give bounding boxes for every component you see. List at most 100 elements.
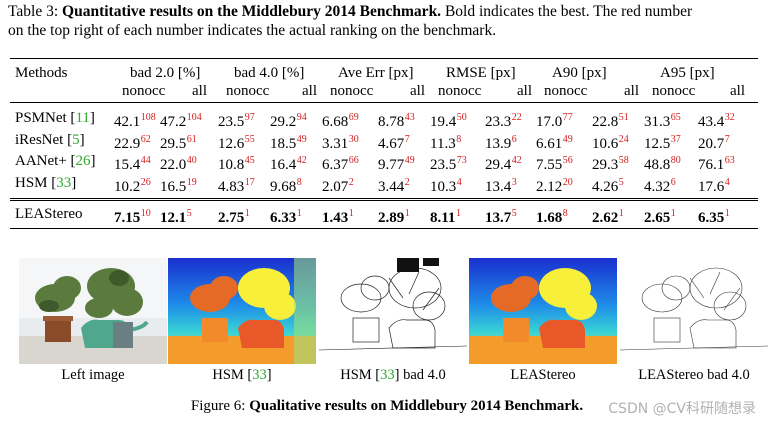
- cell-rank: 65: [670, 112, 681, 123]
- table-cell: 11.38: [430, 131, 461, 153]
- cell-rank: 1: [296, 208, 302, 219]
- header-sub-nonocc: nonocc: [122, 83, 166, 99]
- header-group: Ave Err [px]: [338, 65, 414, 81]
- method-name: HSM [: [15, 175, 57, 191]
- cell-value: 12.6: [218, 136, 245, 152]
- citation-link[interactable]: 33: [252, 367, 267, 383]
- cell-value: 2.62: [592, 210, 619, 226]
- cell-rank: 56: [562, 155, 573, 166]
- cell-value: 10.6: [592, 136, 619, 152]
- cell-rank: 1: [348, 208, 354, 219]
- label-leastereo: LEAStereo: [510, 367, 576, 383]
- table-cell: 29.294: [270, 109, 307, 131]
- table-row-method: HSM [33]: [15, 174, 76, 192]
- cell-rank: 104: [186, 112, 202, 123]
- citation-link[interactable]: 11: [75, 110, 90, 126]
- table-cell: 2.751: [218, 205, 250, 227]
- label-left-image: Left image: [61, 367, 125, 383]
- table-cell: 2.621: [592, 205, 624, 227]
- table-cell: 29.442: [485, 152, 522, 174]
- table-caption-bold: Quantitative results on the Middlebury 2…: [62, 3, 442, 20]
- cell-rank: 49: [296, 134, 307, 145]
- cell-rank: 8: [562, 208, 568, 219]
- cell-value: 2.07: [322, 179, 349, 195]
- header-sub-nonocc: nonocc: [544, 83, 588, 99]
- cell-value: 12.1: [160, 210, 187, 226]
- cell-rank: 5: [618, 177, 624, 188]
- cell-value: 42.1: [114, 114, 141, 130]
- hsm-bad4-image: [319, 258, 467, 364]
- cell-rank: 6: [511, 134, 517, 145]
- cell-value: 6.61: [536, 136, 563, 152]
- cell-rank: 1: [724, 208, 730, 219]
- cell-value: 16.5: [160, 179, 187, 195]
- header-sub-all: all: [624, 83, 639, 99]
- cell-rank: 69: [348, 112, 359, 123]
- table-cell: 2.651: [644, 205, 676, 227]
- cell-rank: 58: [618, 155, 629, 166]
- header-methods: Methods: [15, 65, 68, 81]
- label-hsm: HSM [33]: [162, 367, 322, 384]
- cell-rank: 42: [511, 155, 522, 166]
- cell-value: 4.32: [644, 179, 671, 195]
- citation-link[interactable]: 5: [72, 132, 80, 148]
- cell-value: 2.75: [218, 210, 245, 226]
- table-cell: 3.442: [378, 174, 410, 196]
- cell-value: 16.4: [270, 157, 297, 173]
- table-cell: 10.624: [592, 131, 629, 153]
- watermark: CSDN @CV科研随想录: [608, 401, 756, 417]
- cell-value: 29.2: [270, 114, 297, 130]
- table-cell: 23.322: [485, 109, 522, 131]
- header-sub-all: all: [192, 83, 207, 99]
- cell-rank: 45: [244, 155, 255, 166]
- cell-value: 7.15: [114, 210, 141, 226]
- cell-value: 12.5: [644, 136, 671, 152]
- table-cell: 29.561: [160, 131, 197, 153]
- cell-rank: 3: [511, 177, 517, 188]
- cell-rank: 55: [244, 134, 255, 145]
- figure-caption: Figure 6: Qualitative results on Middleb…: [0, 398, 774, 415]
- table-cell: 16.442: [270, 152, 307, 174]
- table-header-rule: [10, 102, 758, 103]
- table-top-rule: [10, 58, 758, 60]
- header-sub-nonocc: nonocc: [330, 83, 374, 99]
- cell-rank: 44: [140, 155, 151, 166]
- citation-link[interactable]: 26: [75, 153, 91, 169]
- table-cell: 22.851: [592, 109, 629, 131]
- table-cell: 1.688: [536, 205, 568, 227]
- cell-rank: 26: [140, 177, 151, 188]
- cell-rank: 30: [348, 134, 359, 145]
- cell-rank: 1: [618, 208, 624, 219]
- table-cell: 3.3130: [322, 131, 359, 153]
- table-cell: 7.5556: [536, 152, 573, 174]
- table-cell: 9.688: [270, 174, 302, 196]
- cell-value: 10.3: [430, 179, 457, 195]
- cell-rank: 63: [724, 155, 735, 166]
- cell-rank: 8: [456, 134, 462, 145]
- cell-value: 10.2: [114, 179, 141, 195]
- table-cell: 10.226: [114, 174, 151, 196]
- cell-value: 11.3: [430, 136, 456, 152]
- cell-rank: 42: [296, 155, 307, 166]
- table-cell: 4.265: [592, 174, 624, 196]
- table-caption-prefix: Table 3:: [8, 3, 59, 20]
- citation-link[interactable]: 33: [380, 367, 395, 383]
- citation-link[interactable]: 33: [56, 175, 72, 191]
- cell-rank: 66: [348, 155, 359, 166]
- hsm-disparity-image: [168, 258, 316, 364]
- table-cell: 76.163: [698, 152, 735, 174]
- cell-value: 18.5: [270, 136, 297, 152]
- cell-rank: 97: [244, 112, 255, 123]
- cell-rank: 20: [562, 177, 573, 188]
- cell-value: 17.6: [698, 179, 725, 195]
- cell-value: 13.4: [485, 179, 512, 195]
- cell-value: 23.5: [430, 157, 457, 173]
- cell-rank: 49: [562, 134, 573, 145]
- cell-rank: 5: [511, 208, 517, 219]
- method-name: PSMNet [: [15, 110, 76, 126]
- table-cell: 23.573: [430, 152, 467, 174]
- cell-rank: 1: [455, 208, 461, 219]
- table-cell: 17.64: [698, 174, 730, 196]
- table-cell: 4.8317: [218, 174, 255, 196]
- table-cell: 42.1108: [114, 109, 156, 131]
